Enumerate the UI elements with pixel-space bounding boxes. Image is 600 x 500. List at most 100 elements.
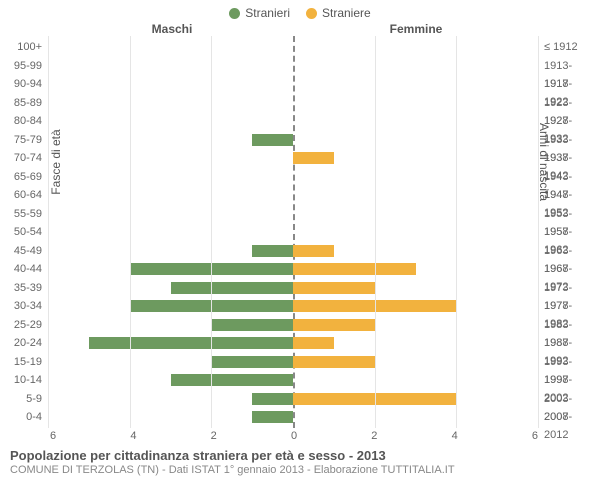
bar-female bbox=[293, 337, 334, 349]
y-tick-right: 1948-1952 bbox=[544, 186, 596, 204]
y-tick-right: 1928-1932 bbox=[544, 112, 596, 130]
legend-item-male: Stranieri bbox=[229, 6, 290, 20]
header-female: Femmine bbox=[294, 22, 538, 36]
gridline bbox=[130, 36, 131, 428]
y-tick-right: 1998-2002 bbox=[544, 371, 596, 389]
bar-male bbox=[89, 337, 293, 349]
bar-row bbox=[48, 131, 538, 149]
y-tick-right: 1943-1947 bbox=[544, 168, 596, 186]
y-axis-left: 100+95-9990-9485-8980-8475-7970-7465-696… bbox=[4, 36, 48, 428]
bar-row bbox=[48, 334, 538, 352]
bar-male bbox=[211, 319, 293, 331]
bar-row bbox=[48, 94, 538, 112]
bar-female bbox=[293, 282, 375, 294]
y-tick-right: 1983-1987 bbox=[544, 316, 596, 334]
y-tick-right: 1938-1942 bbox=[544, 149, 596, 167]
y-tick-left: 20-24 bbox=[14, 334, 42, 352]
bar-female bbox=[293, 319, 375, 331]
y-tick-left: 85-89 bbox=[14, 94, 42, 112]
gridline bbox=[211, 36, 212, 428]
y-tick-right: 1913-1917 bbox=[544, 57, 596, 75]
y-tick-right: 1988-1992 bbox=[544, 334, 596, 352]
legend-item-female: Straniere bbox=[306, 6, 371, 20]
x-tick: 2 bbox=[371, 430, 377, 442]
bar-female bbox=[293, 245, 334, 257]
bar-row bbox=[48, 112, 538, 130]
plot-area bbox=[48, 36, 538, 428]
bar-male bbox=[171, 374, 294, 386]
y-tick-right: 1953-1957 bbox=[544, 205, 596, 223]
gridline bbox=[538, 36, 539, 428]
y-tick-left: 25-29 bbox=[14, 316, 42, 334]
y-tick-left: 5-9 bbox=[26, 390, 42, 408]
y-tick-left: 100+ bbox=[17, 38, 42, 56]
bar-female bbox=[293, 356, 375, 368]
x-tick: 6 bbox=[50, 430, 56, 442]
x-tick: 0 bbox=[291, 430, 297, 442]
chart: 100+95-9990-9485-8980-8475-7970-7465-696… bbox=[0, 36, 600, 428]
bar-female bbox=[293, 263, 416, 275]
y-tick-left: 35-39 bbox=[14, 279, 42, 297]
legend-swatch-female bbox=[306, 8, 317, 19]
y-tick-left: 15-19 bbox=[14, 353, 42, 371]
bar-row bbox=[48, 371, 538, 389]
bar-row bbox=[48, 353, 538, 371]
chart-title: Popolazione per cittadinanza straniera p… bbox=[10, 448, 590, 463]
column-headers: Maschi Femmine bbox=[0, 22, 600, 36]
y-tick-left: 40-44 bbox=[14, 260, 42, 278]
bar-row bbox=[48, 38, 538, 56]
y-tick-right: ≤ 1912 bbox=[544, 38, 578, 56]
y-tick-right: 1968-1972 bbox=[544, 260, 596, 278]
bar-row bbox=[48, 149, 538, 167]
legend-label-male: Stranieri bbox=[245, 6, 290, 20]
y-axis-label-right: Anni di nascita bbox=[537, 102, 551, 222]
y-tick-right: 1973-1977 bbox=[544, 279, 596, 297]
y-tick-left: 75-79 bbox=[14, 131, 42, 149]
y-tick-right: 1923-1927 bbox=[544, 94, 596, 112]
bar-row bbox=[48, 75, 538, 93]
bar-row bbox=[48, 242, 538, 260]
bar-male bbox=[211, 356, 293, 368]
bar-rows bbox=[48, 36, 538, 428]
y-tick-left: 90-94 bbox=[14, 75, 42, 93]
gridline bbox=[456, 36, 457, 428]
y-tick-left: 60-64 bbox=[14, 186, 42, 204]
y-tick-left: 30-34 bbox=[14, 297, 42, 315]
x-axis: 6 4 2 0 2 4 6 bbox=[0, 428, 600, 442]
header-male: Maschi bbox=[50, 22, 294, 36]
bar-row bbox=[48, 260, 538, 278]
bar-male bbox=[171, 282, 294, 294]
bar-row bbox=[48, 279, 538, 297]
bar-row bbox=[48, 223, 538, 241]
y-axis-right: ≤ 19121913-19171918-19221923-19271928-19… bbox=[538, 36, 596, 428]
bar-row bbox=[48, 390, 538, 408]
bar-row bbox=[48, 408, 538, 426]
x-tick: 6 bbox=[532, 430, 538, 442]
bar-male bbox=[252, 245, 293, 257]
y-tick-right: 1933-1937 bbox=[544, 131, 596, 149]
bar-row bbox=[48, 205, 538, 223]
bar-row bbox=[48, 168, 538, 186]
y-tick-left: 0-4 bbox=[26, 408, 42, 426]
legend-label-female: Straniere bbox=[322, 6, 371, 20]
bar-male bbox=[252, 134, 293, 146]
y-tick-right: 1978-1982 bbox=[544, 297, 596, 315]
x-tick: 4 bbox=[452, 430, 458, 442]
y-tick-left: 95-99 bbox=[14, 57, 42, 75]
y-tick-left: 45-49 bbox=[14, 242, 42, 260]
bar-male bbox=[252, 393, 293, 405]
bar-row bbox=[48, 186, 538, 204]
y-tick-left: 55-59 bbox=[14, 205, 42, 223]
legend: Stranieri Straniere bbox=[0, 0, 600, 22]
x-tick: 2 bbox=[211, 430, 217, 442]
y-tick-right: 1993-1997 bbox=[544, 353, 596, 371]
y-tick-right: 1958-1962 bbox=[544, 223, 596, 241]
bar-row bbox=[48, 57, 538, 75]
y-tick-left: 80-84 bbox=[14, 112, 42, 130]
y-tick-right: 2003-2007 bbox=[544, 390, 596, 408]
y-tick-left: 65-69 bbox=[14, 168, 42, 186]
y-tick-left: 50-54 bbox=[14, 223, 42, 241]
gridline bbox=[375, 36, 376, 428]
y-tick-right: 1963-1967 bbox=[544, 242, 596, 260]
x-tick: 4 bbox=[130, 430, 136, 442]
